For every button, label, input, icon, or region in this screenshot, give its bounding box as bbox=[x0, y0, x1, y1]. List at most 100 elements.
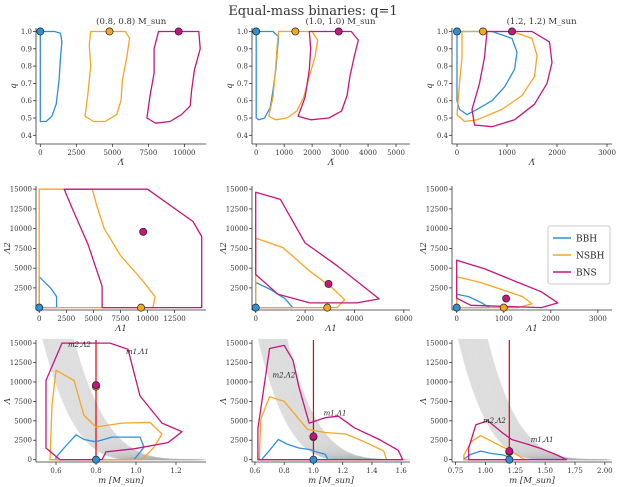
marker-bbh bbox=[92, 455, 100, 464]
eos-curve bbox=[57, 338, 173, 461]
contour-bns bbox=[471, 30, 553, 128]
x-tick-label: 0 bbox=[455, 149, 459, 157]
contour-nsbh bbox=[456, 276, 533, 309]
x-axis-label: m [M_sun] bbox=[308, 476, 354, 486]
contour-bns bbox=[297, 30, 359, 121]
y-tick-label: 0.9 bbox=[21, 45, 32, 53]
eos-curve bbox=[53, 338, 165, 461]
chart-panel-row1-col3: 0 1000 2000 3000 0.4 0.5 0.6 0.7 0.8 0.9 1.0 Λ̃ q (1.… bbox=[425, 16, 616, 168]
y-tick-label: 2500 bbox=[14, 284, 32, 292]
y-tick-label: 1.0 bbox=[21, 28, 32, 36]
curve-annotation: m1,Λ1 bbox=[324, 409, 347, 417]
eos-curve bbox=[52, 338, 163, 461]
curve-annotation: m2,Λ2 bbox=[68, 341, 91, 349]
y-axis-label: Λ2 bbox=[419, 242, 429, 255]
contour-nsbh bbox=[49, 369, 163, 461]
eos-curve bbox=[64, 338, 189, 461]
y-tick-label: 0.5 bbox=[437, 115, 448, 123]
marker-bbh bbox=[252, 27, 261, 36]
x-tick-label: 0 bbox=[37, 315, 41, 323]
eos-curve bbox=[58, 338, 175, 461]
eos-curve bbox=[477, 338, 592, 461]
marker-bns bbox=[324, 279, 333, 288]
contour-bns bbox=[63, 188, 203, 309]
x-tick-label: 1.0 bbox=[130, 467, 141, 475]
contour-nsbh bbox=[268, 30, 319, 121]
y-tick-label: 0.5 bbox=[21, 115, 32, 123]
marker-bns bbox=[92, 381, 100, 390]
eos-curve bbox=[477, 338, 594, 461]
eos-curve bbox=[478, 338, 596, 461]
y-tick-label: 0 bbox=[28, 456, 32, 464]
marker-nsbh bbox=[479, 27, 487, 36]
marker-bbh bbox=[36, 27, 45, 36]
y-tick-label: 2500 bbox=[14, 437, 32, 445]
contour-bns bbox=[255, 191, 380, 304]
x-tick-label: 7500 bbox=[139, 149, 157, 157]
x-tick-label: 6000 bbox=[395, 315, 413, 323]
marker-bns bbox=[174, 27, 183, 36]
x-tick-label: 4000 bbox=[346, 315, 364, 323]
marker-bbh bbox=[35, 303, 44, 312]
figure-title: Equal-mass binaries: q=1 bbox=[228, 4, 397, 19]
eos-curve bbox=[55, 338, 169, 461]
y-tick-label: 0.5 bbox=[237, 115, 248, 123]
y-tick-label: 0.8 bbox=[21, 63, 32, 71]
x-tick-label: 0 bbox=[454, 315, 458, 323]
chart-panel-row3-col1: 0.6 0.8 1.0 1.2 0 2500 5000 7500 10000 12500 15000… bbox=[3, 338, 206, 486]
y-tick-label: 5000 bbox=[14, 417, 32, 425]
x-tick-label: 1.2 bbox=[170, 467, 181, 475]
x-tick-label: 0.6 bbox=[249, 467, 261, 475]
x-tick-label: 3000 bbox=[331, 149, 349, 157]
chart-panel-row1-col2: 0 1000 2000 3000 4000 5000 0.4 0.5 0.6 0.7 0.8 0.9 1… bbox=[225, 16, 410, 168]
x-axis-label: m [M_sun] bbox=[509, 476, 555, 486]
y-axis-label: Λ bbox=[219, 398, 229, 405]
y-tick-label: 2500 bbox=[430, 437, 448, 445]
y-tick-label: 7500 bbox=[230, 245, 248, 253]
x-tick-label: 1000 bbox=[275, 149, 293, 157]
eos-curve bbox=[63, 338, 187, 461]
x-tick-label: 1.75 bbox=[567, 467, 583, 475]
x-tick-label: 0 bbox=[253, 315, 257, 323]
y-tick-label: 2500 bbox=[230, 284, 248, 292]
y-tick-label: 0.6 bbox=[21, 97, 33, 105]
eos-curve bbox=[70, 338, 203, 461]
chart-panel-row3-col3: 0.75 1.00 1.25 1.50 1.75 2.00 0 2500 5000 7500 100… bbox=[419, 338, 613, 486]
eos-curve bbox=[68, 338, 197, 461]
x-tick-label: 10000 bbox=[173, 149, 195, 157]
x-tick-label: 3000 bbox=[589, 315, 607, 323]
y-tick-label: 0.9 bbox=[237, 45, 248, 53]
y-tick-label: 15000 bbox=[10, 186, 32, 194]
x-axis-label: Λ1 bbox=[324, 324, 337, 334]
legend-label-nsbh: NSBH bbox=[576, 252, 605, 262]
marker-bns bbox=[139, 227, 148, 236]
y-tick-label: 0 bbox=[444, 456, 448, 464]
y-axis-label: q bbox=[225, 83, 235, 89]
y-tick-label: 7500 bbox=[14, 245, 32, 253]
y-tick-label: 7500 bbox=[430, 398, 448, 406]
legend-box bbox=[547, 225, 611, 285]
x-tick-label: 2500 bbox=[57, 315, 75, 323]
legend-label-bns: BNS bbox=[576, 269, 597, 279]
x-tick-label: 10000 bbox=[136, 315, 158, 323]
y-tick-label: 12500 bbox=[10, 359, 32, 367]
y-tick-label: 7500 bbox=[14, 398, 32, 406]
x-tick-label: 0.8 bbox=[90, 467, 101, 475]
eos-curve bbox=[69, 338, 199, 461]
y-tick-label: 12500 bbox=[426, 359, 448, 367]
curve-annotation: m2,Λ2 bbox=[272, 371, 295, 379]
x-tick-label: 1000 bbox=[495, 315, 513, 323]
y-tick-label: 2500 bbox=[430, 284, 448, 292]
y-tick-label: 0.6 bbox=[237, 97, 249, 105]
y-tick-label: 15000 bbox=[226, 340, 248, 348]
y-tick-label: 12500 bbox=[426, 205, 448, 213]
y-tick-label: 0.7 bbox=[437, 80, 448, 88]
x-axis-label: m [M_sun] bbox=[98, 476, 144, 486]
eos-curve bbox=[481, 338, 601, 461]
y-axis-label: Λ2 bbox=[3, 242, 13, 255]
eos-curve bbox=[65, 338, 191, 461]
x-tick-label: 2.00 bbox=[597, 467, 613, 475]
y-tick-label: 7500 bbox=[230, 398, 248, 406]
chart-panel-row2-col2: 0 2000 4000 6000 2500 5000 7500 10000 12500 15000… bbox=[219, 186, 413, 334]
contour-bbh bbox=[456, 30, 518, 116]
